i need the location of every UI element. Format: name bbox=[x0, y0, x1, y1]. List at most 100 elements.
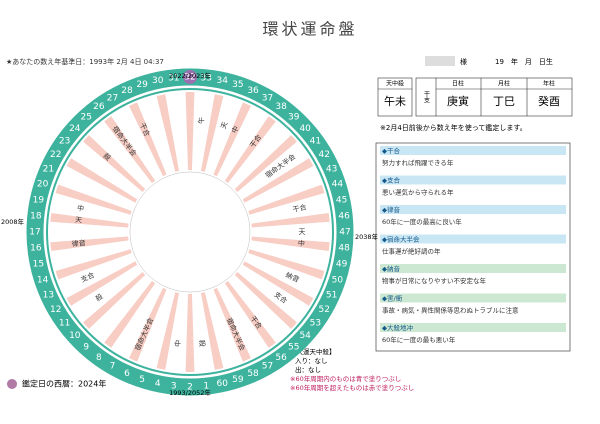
wheel-label: 天 bbox=[75, 216, 83, 225]
wheel-label: 中 bbox=[173, 339, 183, 347]
ring-number: 37 bbox=[262, 93, 273, 103]
stripe bbox=[104, 280, 156, 348]
ring-number: 24 bbox=[69, 124, 81, 134]
legend-frame bbox=[375, 142, 571, 352]
stripe bbox=[83, 135, 146, 192]
stripe bbox=[248, 184, 325, 215]
wheel-label: 干合 bbox=[292, 202, 308, 214]
wheel-label: 殺 bbox=[94, 292, 105, 303]
stripe bbox=[50, 236, 129, 252]
stripe bbox=[185, 92, 195, 171]
ring-number: 51 bbox=[326, 291, 337, 301]
ring-number: 58 bbox=[247, 369, 259, 379]
wheel-label: 午 bbox=[196, 117, 206, 125]
stripe bbox=[234, 272, 297, 329]
daiun-title: 【大運天中殺】 bbox=[290, 347, 336, 356]
legend-title: ◆納音 bbox=[382, 264, 400, 273]
wheel-label: 天 bbox=[220, 121, 230, 130]
ring-number: 28 bbox=[121, 86, 133, 96]
wheel-label: 宿命大半会 bbox=[133, 316, 155, 352]
legend-text: 事故・病気・異性関係等思わぬトラブルに注意 bbox=[382, 306, 519, 315]
wheel-label: 宿命大半会 bbox=[225, 316, 247, 352]
pillar-value: 丁巳 bbox=[493, 95, 515, 108]
stripe bbox=[224, 116, 276, 184]
honorific: 様 bbox=[460, 57, 467, 66]
ring-number: 15 bbox=[33, 260, 44, 270]
daiun-exit: 出：なし bbox=[295, 365, 321, 374]
stripe bbox=[200, 292, 224, 370]
ring-number: 1 bbox=[203, 382, 209, 392]
stripe bbox=[242, 261, 314, 306]
ring-number: 18 bbox=[30, 211, 42, 221]
stripe bbox=[66, 158, 138, 203]
birth: 19 年 月 日生 bbox=[495, 57, 553, 66]
ring-number: 59 bbox=[232, 375, 244, 385]
wheel-label: 納音 bbox=[284, 270, 300, 284]
ring-number: 53 bbox=[310, 319, 321, 329]
ring-number: 40 bbox=[299, 124, 311, 134]
ring-number: 34 bbox=[216, 76, 228, 86]
ring-number: 7 bbox=[110, 362, 116, 372]
legend-header bbox=[380, 175, 566, 185]
stripe bbox=[242, 158, 314, 203]
ring-number: 13 bbox=[43, 291, 54, 301]
ring-number: 49 bbox=[336, 260, 348, 270]
tenchu-header: 天中殺 bbox=[386, 80, 404, 88]
stripe bbox=[104, 116, 156, 184]
ring-number: 57 bbox=[262, 362, 273, 372]
legend-title: ◆支合 bbox=[382, 176, 400, 185]
stripe bbox=[129, 102, 167, 177]
legend-title: ◆律音 bbox=[382, 205, 400, 214]
pillar-value: 庚寅 bbox=[447, 94, 469, 108]
tenchu-value: 午未 bbox=[384, 95, 406, 108]
wheel-label: 支合 bbox=[79, 270, 95, 284]
ring-number: 30 bbox=[152, 76, 164, 86]
ring-number: 41 bbox=[310, 136, 321, 146]
stripe bbox=[185, 293, 195, 372]
inner-ring bbox=[46, 88, 334, 376]
pillar-header: 日柱 bbox=[452, 80, 464, 88]
stripe bbox=[55, 184, 132, 215]
legend-text: 努力すれば飛躍できる年 bbox=[382, 158, 454, 167]
legend-header bbox=[380, 293, 566, 303]
ring-number: 17 bbox=[29, 228, 40, 238]
ring-number: 55 bbox=[288, 343, 299, 353]
ring-number: 3 bbox=[171, 382, 177, 392]
pillar-value: 癸酉 bbox=[538, 94, 560, 108]
ring-number: 6 bbox=[124, 369, 130, 379]
table-note: ※2月4日前後から数え年を使って鑑定します。 bbox=[380, 123, 527, 132]
ring-number: 5 bbox=[139, 375, 145, 385]
note-red: ※60年周期を超えたものは赤で塗りつぶし bbox=[290, 383, 414, 392]
ring-number: 26 bbox=[93, 102, 105, 112]
kanshi-label: 干支 bbox=[423, 91, 430, 104]
wheel-label: 支合 bbox=[273, 290, 290, 306]
wheel: 32 33 34 3536373839404142434445464748495051… bbox=[1, 68, 379, 397]
legend-title: ◆干合 bbox=[382, 146, 400, 155]
ring-number: 14 bbox=[37, 275, 49, 285]
legend-title: ◆大殺地冲 bbox=[382, 323, 413, 332]
legend-header bbox=[380, 323, 566, 332]
ring-number: 45 bbox=[336, 195, 347, 205]
stripe bbox=[83, 272, 146, 329]
bottom-year: 1993/2052年 bbox=[169, 388, 211, 397]
stripe bbox=[234, 135, 297, 192]
ring-number: 9 bbox=[83, 343, 89, 353]
center-ring bbox=[129, 171, 251, 293]
ring-number: 29 bbox=[136, 80, 148, 90]
title: 環状運命盤 bbox=[262, 20, 357, 39]
stripe bbox=[213, 287, 251, 362]
ring-number: 48 bbox=[338, 244, 350, 254]
ring-number: 16 bbox=[30, 244, 42, 254]
ring-number: 54 bbox=[299, 331, 311, 341]
ring-number: 35 bbox=[232, 80, 243, 90]
legend-text: 60年に一度の最も悪い年 bbox=[382, 335, 456, 344]
ring-number: 60 bbox=[216, 379, 228, 389]
legend-text: 60年に一度の最高に良い年 bbox=[382, 217, 462, 226]
wheel-label: 律音 bbox=[71, 238, 86, 248]
wheel-label: 殺 bbox=[197, 339, 207, 347]
kanshi-table bbox=[377, 77, 573, 117]
legend-header bbox=[380, 264, 566, 273]
ring-number: 19 bbox=[33, 195, 45, 205]
wheel-label: 殺 bbox=[101, 151, 112, 162]
